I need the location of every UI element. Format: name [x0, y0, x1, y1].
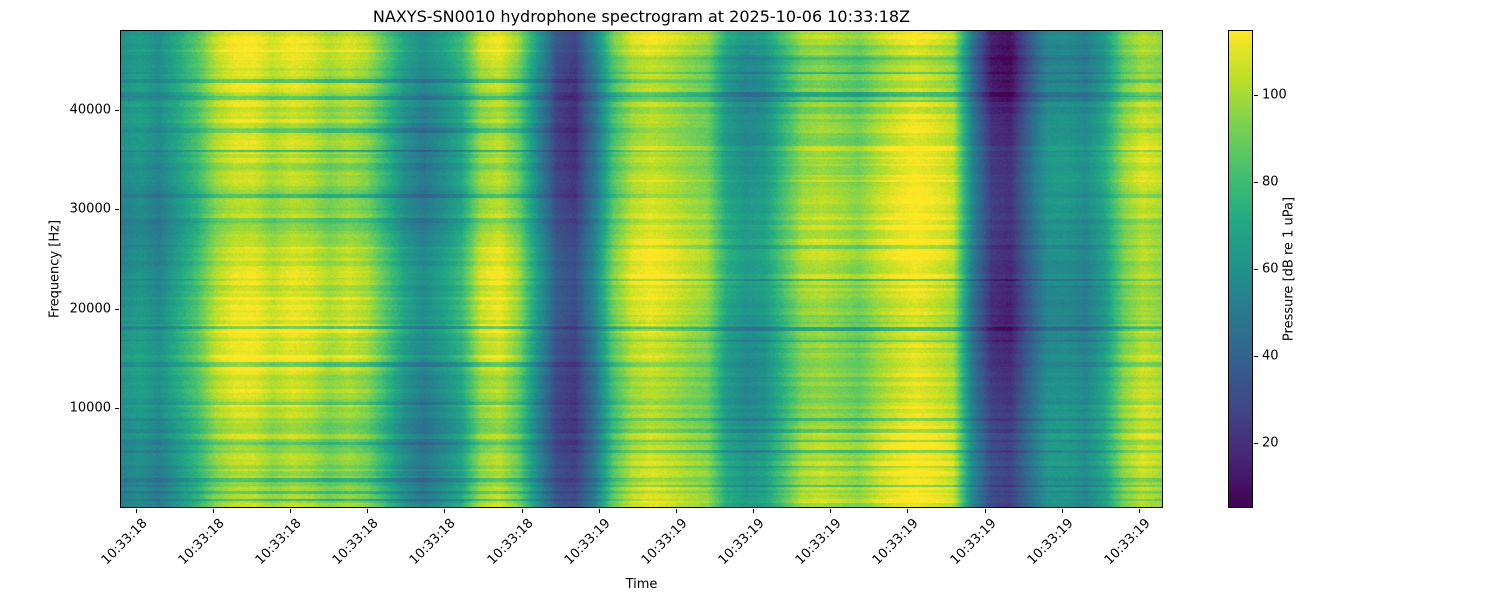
spectrogram-canvas — [121, 31, 1162, 507]
colorbar-tick-mark — [1254, 269, 1258, 270]
y-axis-label: Frequency [Hz] — [47, 219, 63, 319]
colorbar-tick-label: 80 — [1262, 174, 1279, 190]
colorbar-tick-label: 40 — [1262, 348, 1279, 364]
x-tick-label: 10:33:19 — [1024, 516, 1077, 568]
y-tick-mark — [115, 408, 119, 410]
x-tick-mark — [521, 509, 523, 513]
y-tick-label: 20000 — [69, 301, 111, 317]
x-axis-label: Time — [625, 577, 658, 592]
x-tick-mark — [907, 509, 909, 513]
x-tick-mark — [598, 509, 600, 513]
y-tick-mark — [115, 308, 119, 310]
x-tick-mark — [212, 509, 214, 513]
x-tick-label: 10:33:19 — [638, 516, 691, 568]
x-tick-mark — [753, 509, 755, 513]
y-tick-label: 30000 — [69, 201, 111, 217]
x-tick-mark — [675, 509, 677, 513]
x-tick-label: 10:33:19 — [792, 516, 845, 568]
y-tick-mark — [115, 209, 119, 211]
colorbar-tick-mark — [1254, 95, 1258, 97]
y-tick-mark — [115, 109, 119, 111]
x-tick-label: 10:33:19 — [870, 516, 923, 568]
colorbar-tick-mark — [1254, 182, 1258, 184]
colorbar-tick-label: 60 — [1262, 261, 1279, 277]
x-tick-label: 10:33:18 — [252, 516, 305, 568]
x-tick-mark — [1139, 509, 1140, 513]
colorbar — [1228, 30, 1253, 508]
colorbar-tick-label: 20 — [1262, 435, 1279, 451]
x-tick-mark — [830, 509, 832, 513]
colorbar-gradient — [1229, 31, 1252, 507]
colorbar-label: Pressure [dB re 1 uPa] — [1281, 196, 1297, 342]
chart-title: NAXYS-SN0010 hydrophone spectrogram at 2… — [372, 7, 911, 26]
colorbar-tick-mark — [1254, 442, 1258, 444]
x-tick-label: 10:33:18 — [329, 516, 382, 568]
x-tick-mark — [367, 509, 369, 513]
x-tick-label: 10:33:18 — [484, 516, 537, 568]
x-tick-label: 10:33:18 — [407, 516, 459, 568]
x-tick-label: 10:33:19 — [715, 516, 768, 568]
x-tick-label: 10:33:19 — [947, 516, 1000, 568]
plot-area — [120, 30, 1163, 508]
x-tick-mark — [1061, 509, 1063, 513]
x-tick-label: 10:33:18 — [175, 516, 228, 568]
x-tick-label: 10:33:18 — [98, 516, 151, 568]
x-tick-mark — [984, 509, 986, 513]
y-tick-label: 10000 — [69, 400, 111, 416]
x-tick-label: 10:33:19 — [561, 516, 614, 568]
x-tick-mark — [290, 509, 291, 513]
x-tick-mark — [444, 509, 446, 513]
x-tick-label: 10:33:19 — [1101, 516, 1154, 568]
x-tick-mark — [135, 509, 137, 513]
colorbar-tick-label: 100 — [1262, 87, 1287, 103]
colorbar-tick-mark — [1254, 355, 1258, 357]
y-tick-label: 40000 — [69, 102, 111, 118]
